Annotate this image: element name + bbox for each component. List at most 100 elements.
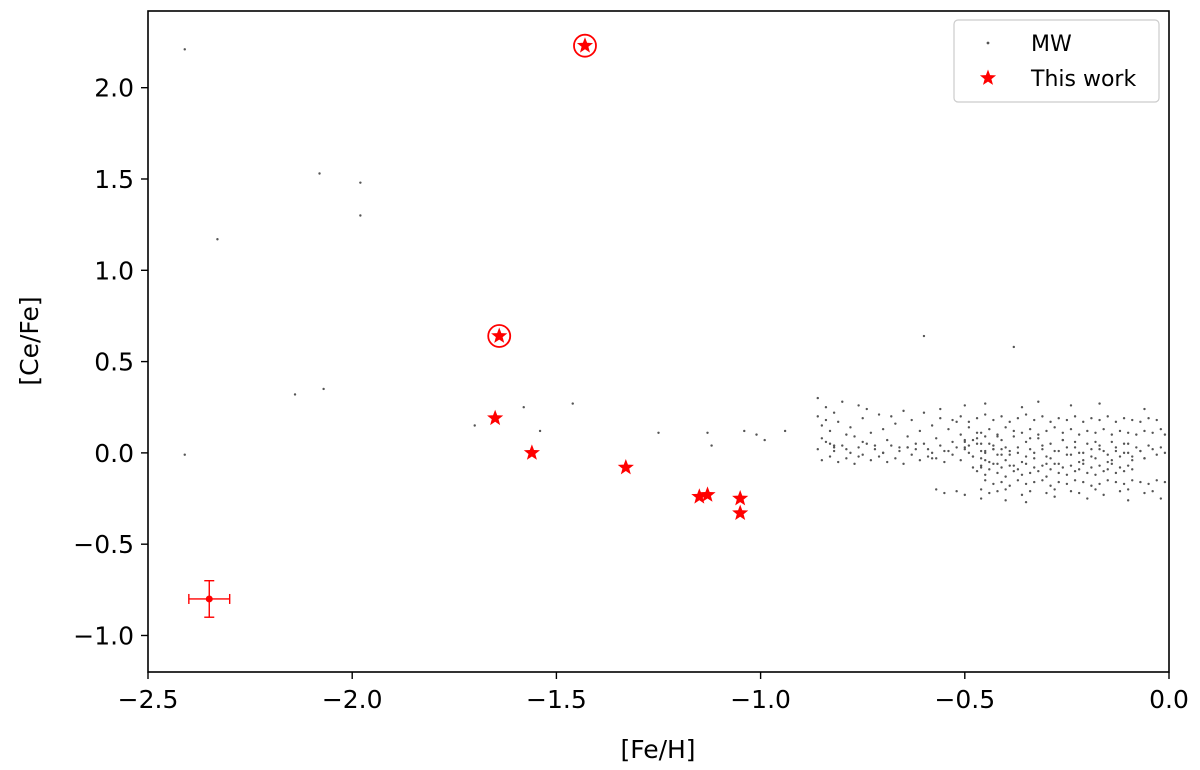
mw-point	[1041, 444, 1044, 447]
mw-point	[1073, 479, 1077, 482]
mw-point	[1073, 446, 1077, 449]
mw-point	[571, 402, 574, 405]
mw-point	[967, 420, 971, 424]
mw-point	[996, 462, 999, 466]
mw-point	[906, 446, 909, 449]
mw-point	[979, 464, 983, 467]
mw-point	[1033, 451, 1036, 455]
error-bar-point	[205, 595, 213, 603]
mw-point	[1122, 416, 1126, 420]
mw-point	[1155, 479, 1158, 482]
mw-point	[902, 462, 905, 466]
mw-point	[841, 444, 844, 447]
mw-point	[824, 406, 828, 409]
this-work-point	[617, 458, 634, 475]
mw-point	[984, 479, 987, 482]
mw-point	[1057, 416, 1060, 420]
mw-point	[963, 438, 966, 442]
mw-point	[971, 438, 975, 442]
mw-point	[886, 438, 889, 442]
mw-point	[1147, 482, 1150, 486]
y-tick-label: 1.5	[94, 165, 134, 194]
y-axis-ticks: −1.0 −0.5 0.0 0.5 1.0 1.5 2.0	[73, 74, 148, 650]
mw-point	[1098, 464, 1101, 467]
mw-point	[1004, 426, 1007, 429]
mw-point	[1073, 440, 1077, 444]
y-tick-label: −0.5	[73, 530, 134, 559]
this-work-point	[732, 504, 749, 521]
mw-point	[1090, 484, 1093, 487]
mw-point	[359, 214, 362, 217]
mw-point	[975, 416, 979, 420]
mw-point	[947, 427, 950, 431]
mw-point	[1086, 471, 1089, 475]
x-tick-label: 0.0	[1149, 685, 1189, 714]
mw-point	[988, 468, 991, 471]
mw-point	[522, 406, 525, 409]
mw-point	[1057, 480, 1060, 484]
mw-point	[1061, 431, 1065, 434]
mw-point	[1037, 437, 1040, 440]
y-axis-label: [Ce/Fe]	[15, 296, 44, 385]
mw-point	[877, 413, 881, 416]
mw-point	[1024, 455, 1028, 458]
mw-point	[1082, 480, 1085, 484]
highlight-ring	[573, 33, 597, 58]
legend-box	[953, 19, 1160, 103]
mw-point	[216, 238, 219, 241]
mw-point	[1016, 451, 1020, 455]
mw-point	[890, 415, 893, 418]
mw-point	[906, 435, 909, 438]
mw-point	[1086, 442, 1089, 445]
mw-point	[1082, 462, 1085, 466]
mw-point	[1118, 429, 1122, 433]
mw-point	[988, 427, 991, 431]
mw-point	[959, 458, 962, 462]
mw-point	[816, 415, 819, 418]
mw-point	[1049, 420, 1052, 424]
mw-point	[1024, 462, 1028, 466]
mw-point	[1126, 431, 1130, 434]
mw-point	[939, 416, 942, 420]
mw-point	[979, 497, 983, 500]
mw-point	[984, 402, 987, 405]
mw-point	[1126, 488, 1130, 491]
this-work-point	[491, 327, 508, 343]
mw-point	[951, 440, 954, 444]
mw-point	[869, 458, 873, 462]
mw-point	[183, 453, 186, 456]
mw-point	[1004, 499, 1007, 502]
mw-point	[1139, 420, 1142, 424]
mw-point	[959, 415, 962, 418]
mw-point	[1065, 418, 1069, 422]
mw-point	[984, 449, 987, 453]
mw-point	[1049, 442, 1052, 445]
mw-point	[828, 455, 832, 458]
mw-point	[971, 455, 975, 458]
mw-point	[922, 334, 926, 338]
highlight-ring	[487, 324, 512, 348]
mw-point	[1106, 453, 1109, 456]
mw-point	[939, 444, 942, 447]
legend-mw-marker	[986, 41, 990, 45]
mw-point	[816, 396, 819, 400]
mw-point	[1049, 484, 1052, 487]
mw-point	[967, 426, 971, 429]
mw-point	[975, 437, 979, 440]
mw-point	[1012, 469, 1016, 473]
mw-point	[828, 442, 832, 445]
mw-point	[857, 446, 860, 449]
mw-point	[1135, 433, 1138, 436]
mw-point	[894, 422, 897, 425]
mw-point	[1065, 453, 1069, 456]
mw-point	[861, 440, 864, 444]
mw-point	[1077, 468, 1081, 471]
mw-point	[865, 407, 868, 411]
mw-point	[996, 453, 999, 456]
x-tick-label: −2.0	[322, 685, 383, 714]
mw-point	[1143, 407, 1146, 411]
mw-point	[1090, 455, 1093, 458]
mw-point	[881, 451, 885, 455]
mw-point	[869, 431, 873, 434]
